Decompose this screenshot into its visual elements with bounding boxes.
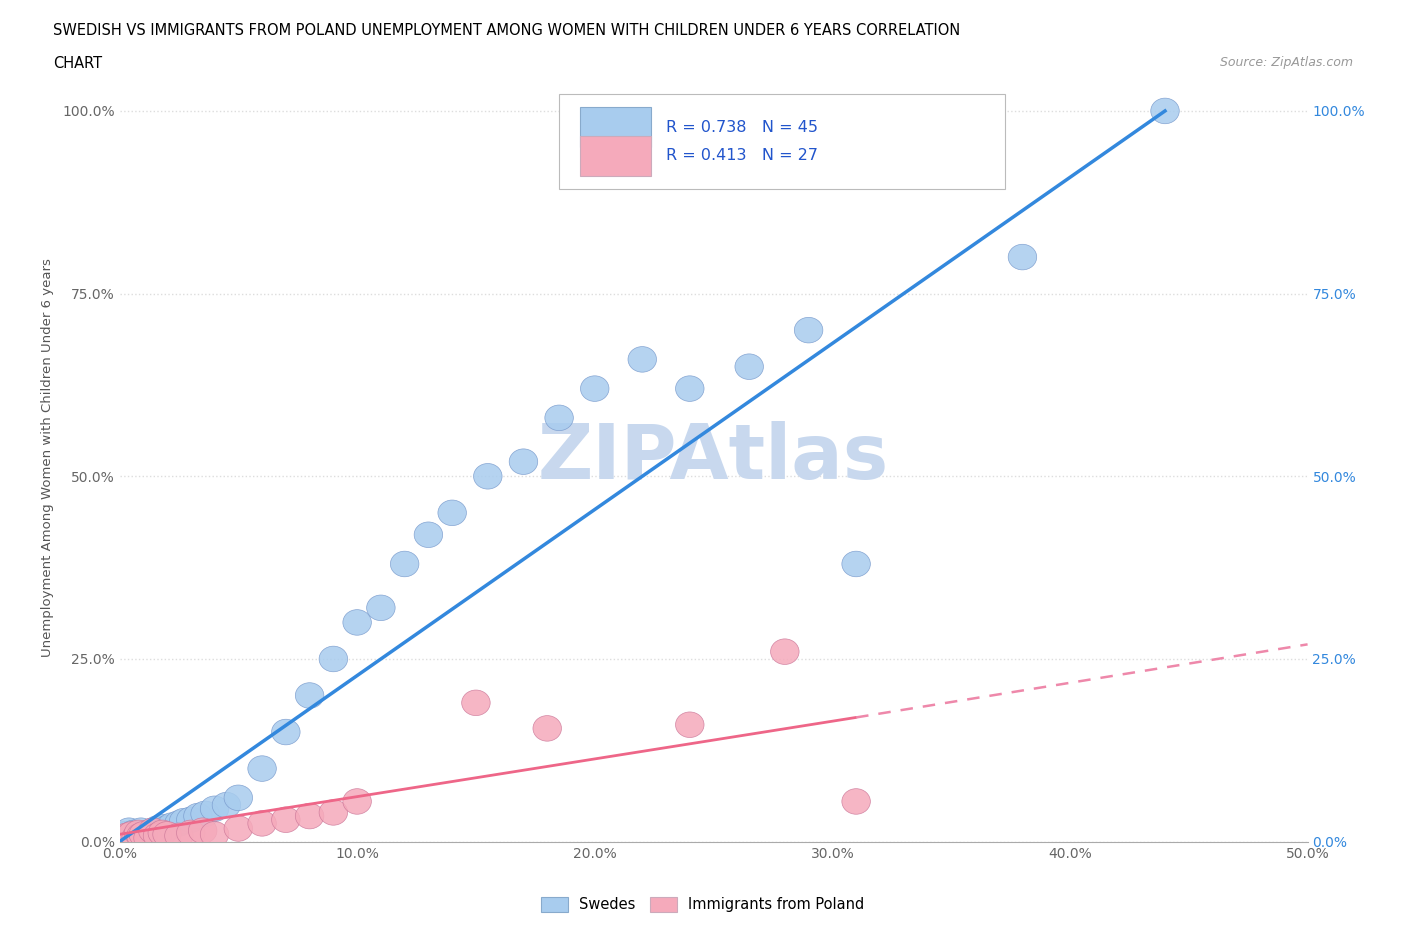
Ellipse shape — [319, 800, 347, 825]
Ellipse shape — [141, 821, 169, 847]
Ellipse shape — [157, 813, 186, 838]
Ellipse shape — [212, 792, 240, 817]
Y-axis label: Unemployment Among Women with Children Under 6 years: Unemployment Among Women with Children U… — [41, 259, 53, 658]
Ellipse shape — [124, 820, 153, 845]
Text: R = 0.738   N = 45: R = 0.738 N = 45 — [666, 120, 818, 135]
Ellipse shape — [177, 820, 205, 845]
Ellipse shape — [153, 816, 181, 842]
Ellipse shape — [153, 821, 181, 847]
Ellipse shape — [200, 821, 229, 847]
Ellipse shape — [343, 789, 371, 815]
Ellipse shape — [127, 817, 155, 844]
Ellipse shape — [581, 376, 609, 402]
Ellipse shape — [143, 816, 172, 842]
Ellipse shape — [117, 823, 146, 848]
Ellipse shape — [110, 821, 139, 847]
Ellipse shape — [184, 804, 212, 829]
Ellipse shape — [122, 825, 150, 850]
Ellipse shape — [165, 811, 193, 836]
Ellipse shape — [735, 354, 763, 379]
Ellipse shape — [415, 522, 443, 548]
Ellipse shape — [165, 823, 193, 848]
Ellipse shape — [169, 808, 198, 834]
Ellipse shape — [628, 347, 657, 372]
Ellipse shape — [271, 719, 299, 745]
FancyBboxPatch shape — [581, 107, 651, 147]
Ellipse shape — [115, 817, 143, 844]
Ellipse shape — [127, 823, 155, 848]
Ellipse shape — [108, 825, 136, 851]
Ellipse shape — [391, 551, 419, 577]
Ellipse shape — [191, 801, 219, 827]
Legend: Swedes, Immigrants from Poland: Swedes, Immigrants from Poland — [536, 891, 870, 918]
Ellipse shape — [1150, 99, 1180, 124]
Ellipse shape — [124, 821, 153, 847]
Ellipse shape — [134, 820, 162, 845]
Ellipse shape — [120, 820, 148, 845]
Ellipse shape — [295, 804, 323, 829]
Ellipse shape — [319, 646, 347, 671]
Ellipse shape — [842, 789, 870, 815]
FancyBboxPatch shape — [560, 94, 1005, 190]
Ellipse shape — [177, 807, 205, 832]
Ellipse shape — [474, 463, 502, 489]
Ellipse shape — [108, 825, 136, 851]
Ellipse shape — [675, 376, 704, 402]
Text: ZIPAtlas: ZIPAtlas — [538, 421, 889, 495]
Ellipse shape — [122, 825, 150, 850]
Ellipse shape — [224, 816, 253, 842]
Ellipse shape — [200, 796, 229, 821]
Ellipse shape — [129, 821, 157, 847]
Text: CHART: CHART — [53, 56, 103, 71]
Ellipse shape — [129, 823, 157, 848]
Ellipse shape — [139, 817, 167, 844]
Ellipse shape — [112, 823, 141, 848]
Ellipse shape — [533, 715, 561, 741]
Ellipse shape — [295, 683, 323, 709]
Ellipse shape — [509, 449, 537, 474]
Ellipse shape — [842, 551, 870, 577]
Ellipse shape — [143, 823, 172, 848]
Ellipse shape — [546, 405, 574, 431]
FancyBboxPatch shape — [581, 136, 651, 176]
Ellipse shape — [343, 610, 371, 635]
Ellipse shape — [134, 825, 162, 851]
Ellipse shape — [247, 811, 277, 836]
Ellipse shape — [148, 820, 177, 845]
Text: SWEDISH VS IMMIGRANTS FROM POLAND UNEMPLOYMENT AMONG WOMEN WITH CHILDREN UNDER 6: SWEDISH VS IMMIGRANTS FROM POLAND UNEMPL… — [53, 23, 960, 38]
Ellipse shape — [117, 821, 146, 847]
Ellipse shape — [770, 639, 799, 664]
Ellipse shape — [794, 317, 823, 343]
Ellipse shape — [139, 817, 167, 844]
Ellipse shape — [224, 785, 253, 811]
Ellipse shape — [148, 815, 177, 840]
Ellipse shape — [112, 825, 141, 851]
Text: R = 0.413   N = 27: R = 0.413 N = 27 — [666, 148, 818, 164]
Ellipse shape — [271, 807, 299, 832]
Ellipse shape — [367, 595, 395, 620]
Text: Source: ZipAtlas.com: Source: ZipAtlas.com — [1219, 56, 1353, 69]
Ellipse shape — [461, 690, 491, 715]
Ellipse shape — [675, 712, 704, 737]
Ellipse shape — [437, 500, 467, 525]
Ellipse shape — [188, 817, 217, 844]
Ellipse shape — [1008, 245, 1036, 270]
Ellipse shape — [247, 756, 277, 781]
